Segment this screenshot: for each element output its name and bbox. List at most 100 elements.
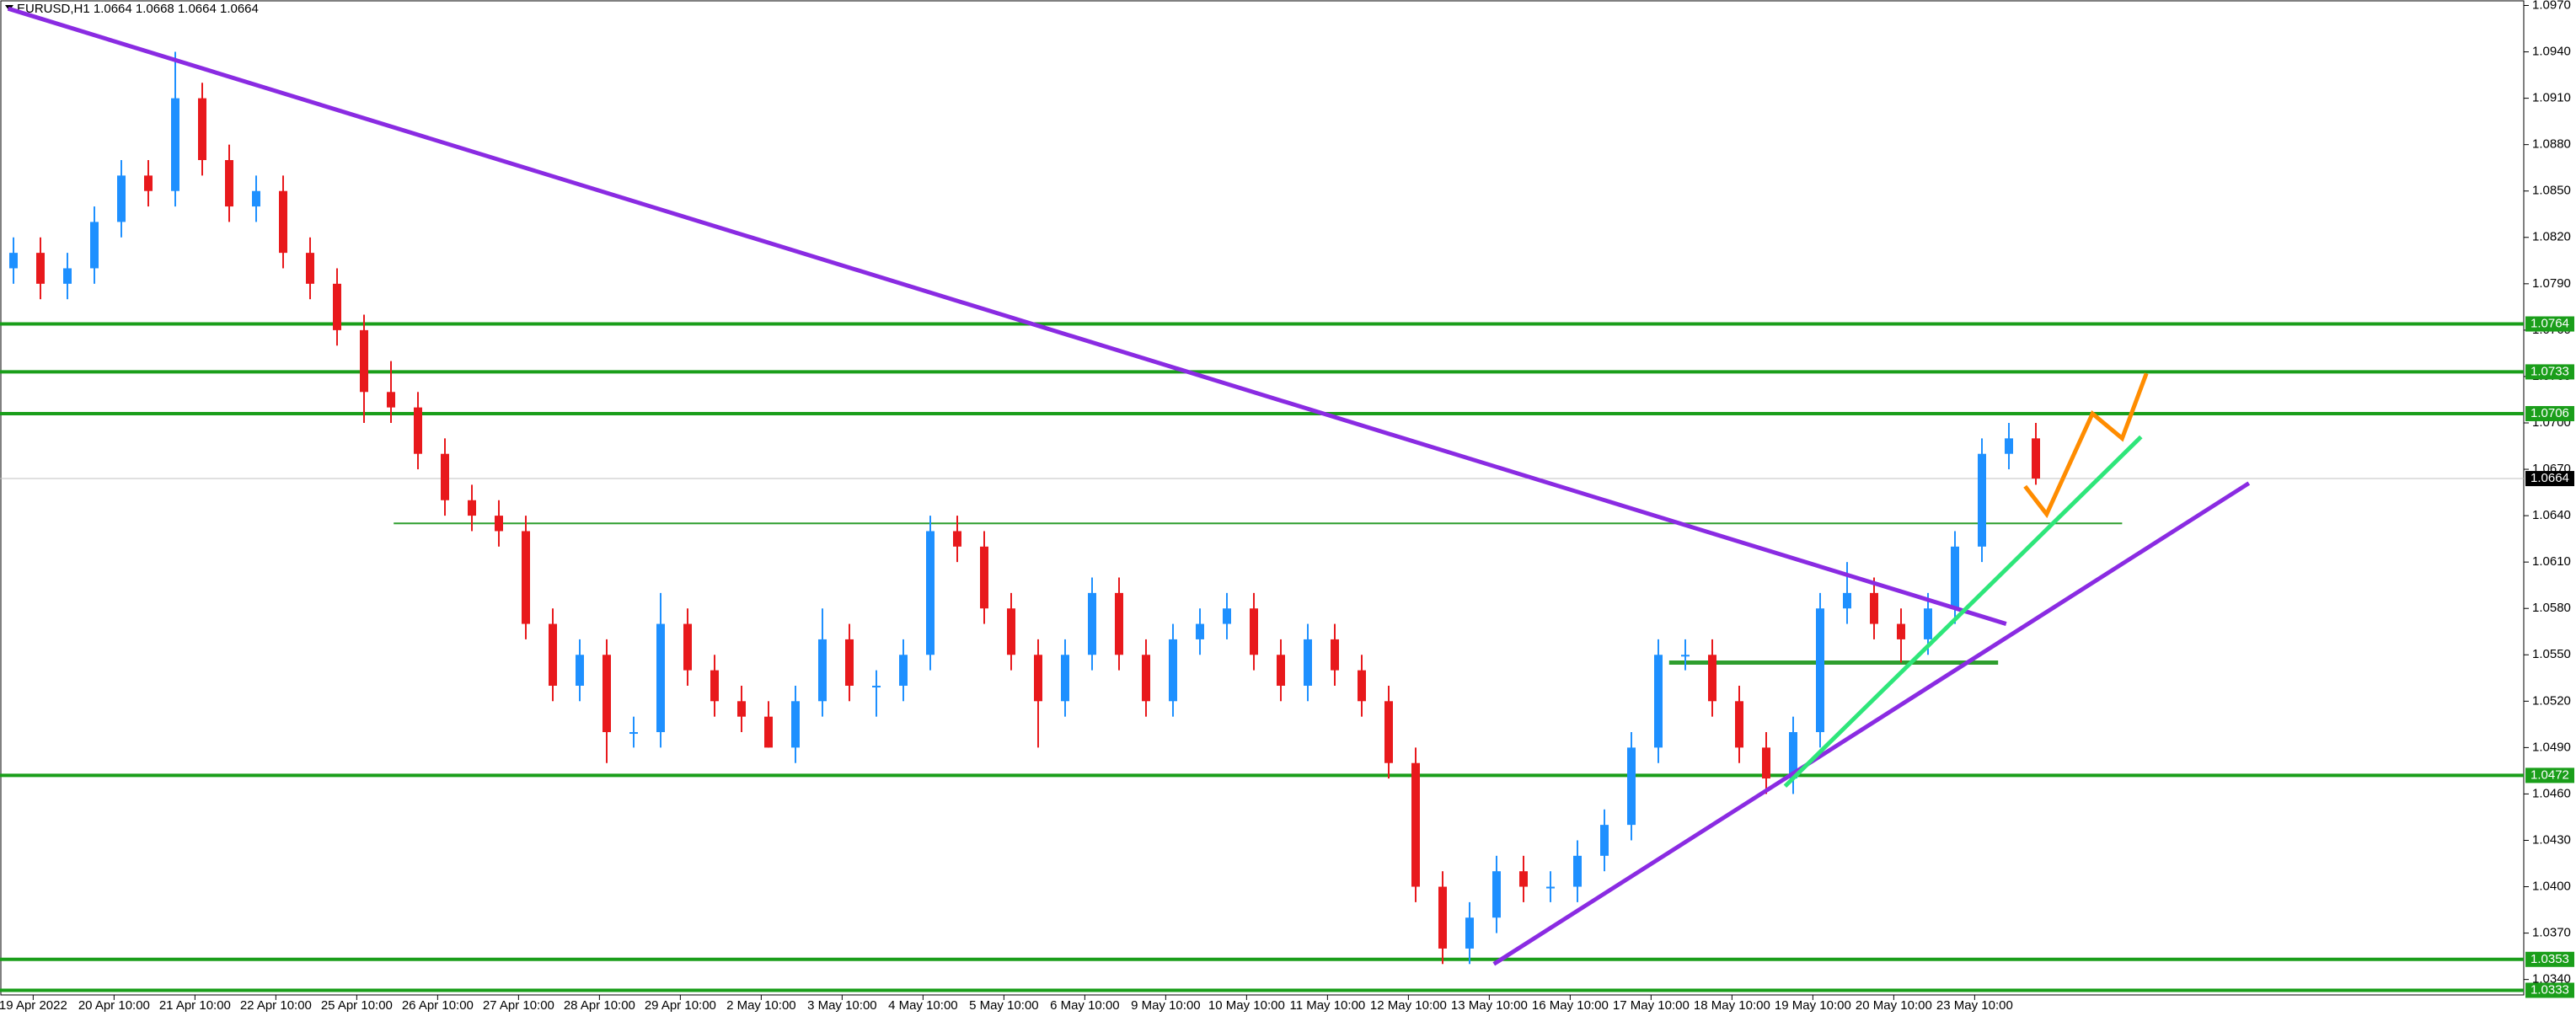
y-tick-label: 1.0970 xyxy=(2532,0,2571,12)
candle-body xyxy=(1438,886,1447,949)
candle-body xyxy=(1007,608,1015,655)
y-tick-label: 1.0520 xyxy=(2532,693,2571,708)
candle-body xyxy=(387,392,395,408)
y-tick-label: 1.0460 xyxy=(2532,786,2571,800)
candle-body xyxy=(1789,732,1797,779)
candle-body xyxy=(710,670,719,702)
y-tick-label: 1.0790 xyxy=(2532,276,2571,291)
x-tick-label: 12 May 10:00 xyxy=(1370,998,1447,1013)
candle-body xyxy=(818,639,827,702)
x-tick-label: 4 May 10:00 xyxy=(888,998,958,1013)
candle-body xyxy=(872,685,881,687)
candle-body xyxy=(1358,670,1366,702)
candle-body xyxy=(791,701,800,748)
level-label: 1.0706 xyxy=(2530,406,2569,420)
candle-body xyxy=(1142,655,1150,702)
candle-body xyxy=(1978,453,1986,547)
candle-body xyxy=(171,98,179,191)
candle-body xyxy=(333,283,341,330)
trendline xyxy=(1492,481,2251,966)
x-tick-label: 16 May 10:00 xyxy=(1532,998,1609,1013)
level-tag xyxy=(2525,982,2574,998)
candle-body xyxy=(737,701,746,717)
candle-body xyxy=(1034,655,1042,702)
x-tick-label: 21 Apr 10:00 xyxy=(159,998,231,1013)
candle-body xyxy=(1115,592,1123,655)
candle-body xyxy=(90,222,99,269)
candle-body xyxy=(899,655,908,686)
level-label: 1.0472 xyxy=(2530,767,2569,782)
current-price-tag xyxy=(2525,471,2574,487)
candle-body xyxy=(1897,623,1905,639)
candle-body xyxy=(225,160,233,207)
y-tick-label: 1.0370 xyxy=(2532,926,2571,940)
x-tick-label: 22 Apr 10:00 xyxy=(240,998,312,1013)
y-tick-label: 1.0880 xyxy=(2532,137,2571,152)
candle-body xyxy=(845,639,854,686)
candle-body xyxy=(683,623,692,671)
candle-body xyxy=(1519,871,1528,887)
candle-body xyxy=(306,253,314,284)
level-tag xyxy=(2525,316,2574,332)
current-price-label: 1.0664 xyxy=(2530,471,2569,485)
y-tick-label: 1.0490 xyxy=(2532,740,2571,754)
candle-body xyxy=(468,500,476,516)
candle-body xyxy=(1870,592,1878,624)
chart-title: EURUSD,H1 1.0664 1.0668 1.0664 1.0664 xyxy=(17,2,259,16)
x-tick-label: 19 May 10:00 xyxy=(1775,998,1851,1013)
candle-body xyxy=(144,175,153,191)
x-tick-label: 13 May 10:00 xyxy=(1451,998,1528,1013)
trendline xyxy=(1783,435,2143,789)
y-tick-label: 1.0910 xyxy=(2532,91,2571,105)
y-tick-label: 1.0400 xyxy=(2532,880,2571,894)
x-tick-label: 5 May 10:00 xyxy=(969,998,1039,1013)
candle-body xyxy=(980,546,988,609)
candle-body xyxy=(2005,438,2013,454)
x-tick-label: 28 Apr 10:00 xyxy=(564,998,635,1013)
x-tick-label: 17 May 10:00 xyxy=(1613,998,1690,1013)
candle-body xyxy=(279,190,287,254)
candle-body xyxy=(549,623,557,686)
candle-body xyxy=(1088,592,1096,655)
candle-body xyxy=(1627,747,1636,826)
level-label: 1.0733 xyxy=(2530,364,2569,378)
candle-body xyxy=(252,190,260,207)
x-tick-label: 3 May 10:00 xyxy=(807,998,877,1013)
x-tick-label: 25 Apr 10:00 xyxy=(321,998,393,1013)
candle-body xyxy=(1492,871,1501,918)
y-tick-label: 1.0340 xyxy=(2532,972,2571,987)
candle-body xyxy=(1304,639,1312,686)
candle-body xyxy=(1223,608,1231,624)
candle-body xyxy=(117,175,126,222)
candle-body xyxy=(926,531,935,655)
candle-body xyxy=(953,531,961,547)
candle-body xyxy=(1573,855,1582,887)
candle-body xyxy=(576,655,584,686)
x-tick-label: 10 May 10:00 xyxy=(1208,998,1285,1013)
candle-body xyxy=(1951,546,1959,609)
candle-body xyxy=(1843,592,1851,609)
candle-body xyxy=(1331,639,1339,671)
x-tick-label: 19 Apr 2022 xyxy=(0,998,67,1013)
x-tick-label: 9 May 10:00 xyxy=(1131,998,1201,1013)
level-tag xyxy=(2525,364,2574,380)
candle-body xyxy=(1816,608,1824,733)
candle-body xyxy=(602,655,611,733)
candle-body xyxy=(629,732,638,735)
candle-body xyxy=(441,453,449,500)
y-tick-label: 1.0640 xyxy=(2532,508,2571,522)
x-tick-label: 23 May 10:00 xyxy=(1936,998,2013,1013)
candle-body xyxy=(1411,762,1420,887)
candle-body xyxy=(2032,438,2040,479)
level-tag xyxy=(2525,767,2574,783)
candle-body xyxy=(522,531,530,624)
candle-body xyxy=(1708,655,1716,702)
candle-body xyxy=(1061,655,1069,702)
candle-body xyxy=(414,407,422,454)
candle-body xyxy=(1196,623,1204,639)
candle-body xyxy=(1681,655,1690,657)
candle-body xyxy=(63,268,72,284)
candle-body xyxy=(1546,886,1555,889)
candle-body xyxy=(1465,917,1474,949)
trendline xyxy=(2023,372,2149,519)
